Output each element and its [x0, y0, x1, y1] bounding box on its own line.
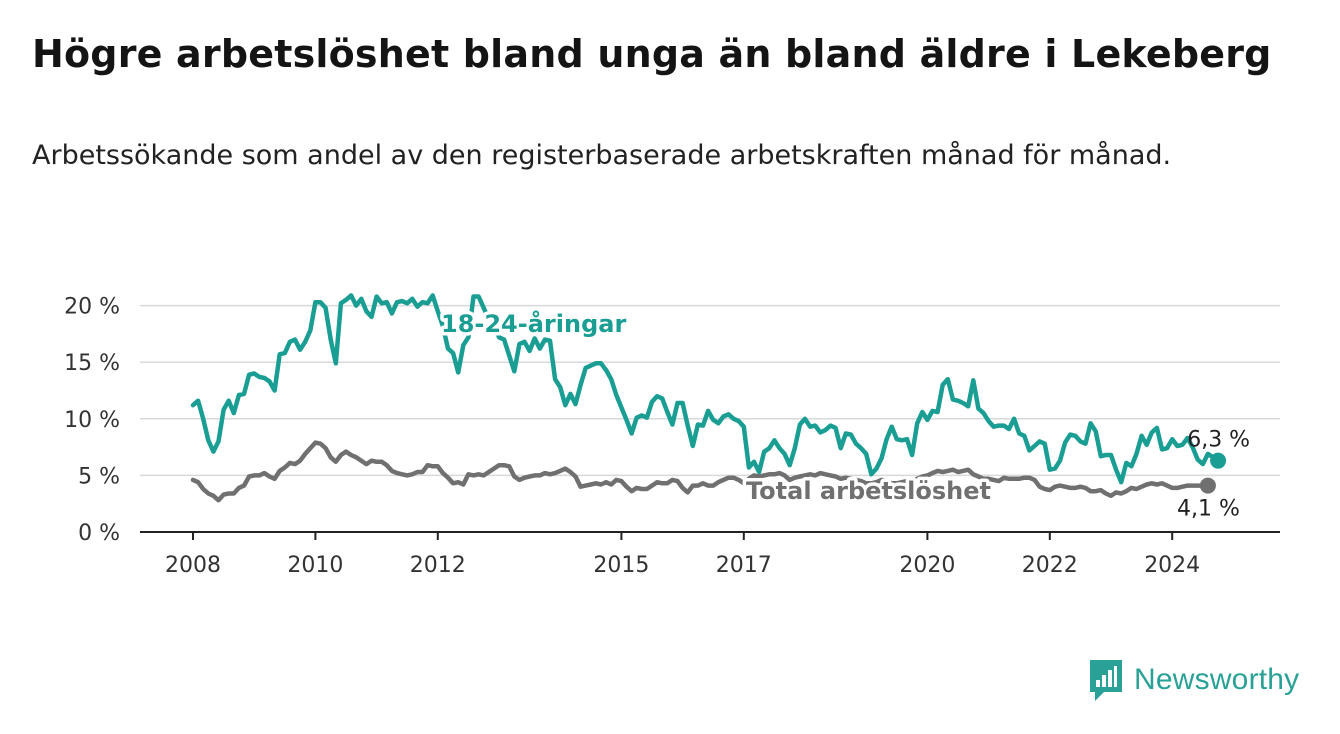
y-tick-label: 10 % [64, 408, 120, 433]
x-tick-label: 2008 [165, 553, 221, 578]
x-tick-label: 2022 [1022, 553, 1078, 578]
series-labels: 18-24-åringar Total arbetslöshet 6,3 % 4,1 … [438, 306, 1251, 522]
y-tick-label: 15 % [64, 351, 120, 376]
y-tick-label: 0 % [78, 521, 120, 546]
y-axis-ticks: 0 % 5 % 10 % 15 % 20 % [64, 295, 120, 546]
x-tick-label: 2024 [1144, 553, 1200, 578]
series-end-point [1199, 477, 1216, 494]
x-tick-label: 2015 [593, 553, 649, 578]
y-tick-label: 5 % [78, 464, 120, 489]
y-tick-label: 20 % [64, 295, 120, 320]
end-value-label: 4,1 % [1177, 497, 1240, 522]
series-end-point [1210, 452, 1227, 469]
series-label: Total arbetslöshet [746, 477, 991, 505]
gridlines [140, 304, 1280, 477]
brand: Newsworthy [1088, 658, 1299, 702]
x-tick-label: 2020 [899, 553, 955, 578]
series-label: 18-24-åringar [441, 309, 626, 338]
newsworthy-logo-icon [1090, 660, 1122, 701]
x-tick-label: 2017 [716, 553, 772, 578]
chart-subtitle: Arbetssökande som andel av den registerb… [32, 140, 1172, 171]
chart-title: Högre arbetslöshet bland unga än bland ä… [32, 32, 1272, 76]
end-value-label: 6,3 % [1187, 428, 1250, 453]
series-line [190, 293, 1221, 485]
brand-name: Newsworthy [1134, 663, 1300, 696]
x-tick-label: 2012 [410, 553, 466, 578]
x-tick-label: 2010 [287, 553, 343, 578]
series-line [190, 440, 1211, 503]
series-lines [190, 293, 1227, 503]
x-axis: 2008 2010 2012 2015 2017 2020 2022 2024 [140, 531, 1280, 578]
